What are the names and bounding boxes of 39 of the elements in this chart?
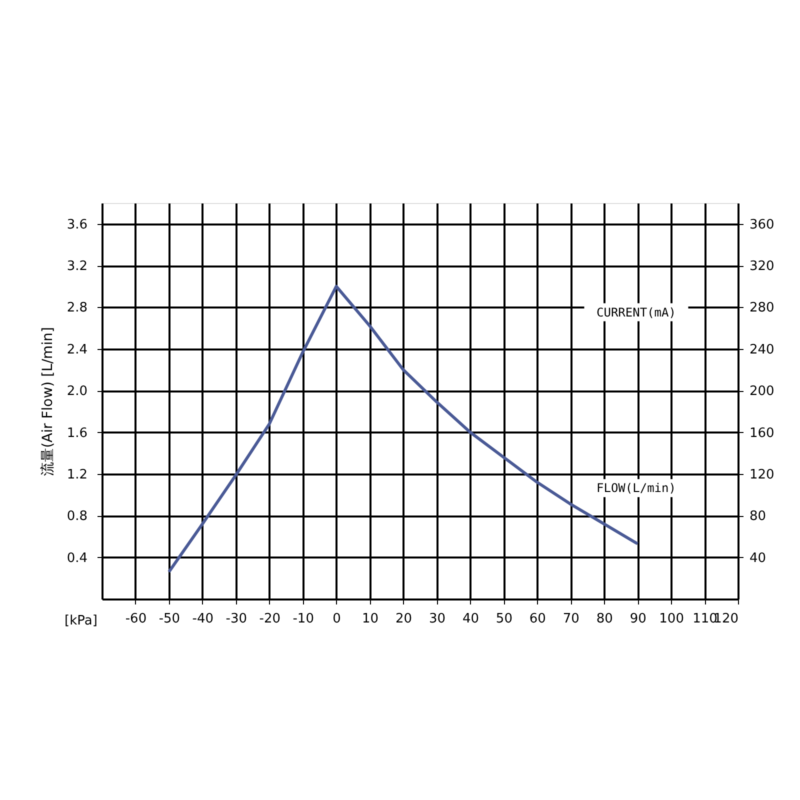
y-tick-label: 3.2: [66, 259, 88, 274]
x-tick-label: 80: [596, 612, 613, 626]
x-tick-label: 10: [362, 612, 379, 626]
y-axis-title: 流量(Air Flow) [L/min]: [40, 327, 56, 476]
x-tick-label: -20: [259, 612, 280, 626]
y-tick-label: 2.4: [66, 342, 88, 358]
annotation: CURRENT(mA): [596, 305, 676, 320]
y-tick-label: 1.2: [66, 467, 88, 482]
x-tick-label: -50: [158, 612, 180, 626]
x-tick-label: 20: [395, 612, 412, 626]
y2-tick-label: 280: [750, 300, 774, 316]
x-tick-label: 40: [462, 612, 479, 626]
x-tick-label: 30: [428, 612, 446, 626]
y-tick-label: 0.8: [66, 509, 88, 524]
x-tick-label: 50: [496, 612, 512, 626]
x-tick-label: -40: [192, 612, 214, 626]
y2-tick-label: 160: [750, 426, 774, 441]
y-tick-label: 2.8: [66, 300, 88, 316]
y2-tick-label: 200: [750, 384, 774, 400]
y2-tick-label: 120: [750, 467, 774, 482]
y2-tick-label: 240: [750, 342, 774, 358]
annotation: FLOW(L/min): [596, 481, 676, 496]
y2-tick-label: 40: [750, 550, 766, 566]
y-tick-label: 1.6: [66, 426, 88, 441]
x-tick-label: -60: [125, 612, 147, 626]
y-tick-label: 2.0: [66, 384, 88, 400]
y-tick-label: 0.4: [66, 550, 88, 566]
x-tick-label: 90: [630, 612, 646, 626]
x-tick-label: 0: [332, 612, 341, 626]
y-tick-label: 3.6: [66, 217, 88, 232]
y2-tick-label: 320: [750, 259, 774, 274]
x-tick-label: -30: [226, 612, 248, 626]
y2-tick-label: 80: [750, 509, 766, 524]
x-tick-label: -10: [292, 612, 314, 626]
x-axis-title: [kPa]: [64, 614, 98, 628]
x-tick-label: 60: [529, 612, 546, 626]
x-tick-label: 100: [659, 612, 684, 626]
x-tick-label: 70: [562, 612, 580, 626]
y2-tick-label: 360: [750, 217, 774, 232]
